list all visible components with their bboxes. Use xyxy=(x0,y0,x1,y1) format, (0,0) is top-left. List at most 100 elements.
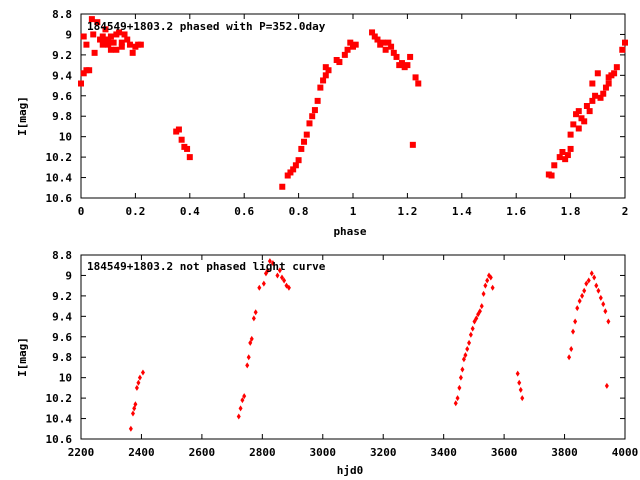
phased-data-point xyxy=(589,80,596,87)
phased-y-tick-label: 10.6 xyxy=(46,192,73,205)
phased-axis-ticks: 0 0.2 0.4 0.6 0.8 1 1.2 1.4 1.6 1.8 2 8.8 9 9.2 9.4 9.6… xyxy=(46,8,629,218)
unphased-data-point xyxy=(140,369,145,376)
unphased-x-tick-label: 2200 xyxy=(68,446,95,459)
unphased-data-point xyxy=(601,301,606,308)
unphased-data-point xyxy=(251,315,256,322)
phased-data-point xyxy=(412,74,419,81)
unphased-data-point xyxy=(267,258,272,265)
phased-x-tick-label: 1.8 xyxy=(561,205,581,218)
phased-data-point xyxy=(137,41,144,48)
phased-data-point xyxy=(352,41,359,48)
phased-data-point xyxy=(600,90,607,97)
phased-data-point xyxy=(619,46,626,53)
unphased-data-point xyxy=(279,274,284,281)
phased-data-point xyxy=(303,131,310,138)
unphased-data-point xyxy=(490,284,495,291)
phased-data-point xyxy=(178,136,185,143)
unphased-data-point xyxy=(575,305,580,312)
phased-data-point xyxy=(118,43,125,50)
unphased-data-point xyxy=(270,260,275,267)
unphased-data-point xyxy=(569,346,574,353)
phased-x-tick-label: 1.6 xyxy=(506,205,526,218)
unphased-y-tick-label: 10 xyxy=(59,372,72,385)
phased-data-point xyxy=(562,156,569,163)
unphased-data-point xyxy=(567,354,572,361)
phased-data-point xyxy=(404,62,411,69)
unphased-data-point xyxy=(458,374,463,381)
unphased-x-tick-label: 3000 xyxy=(310,446,337,459)
phased-data-points xyxy=(78,16,628,190)
phased-data-point xyxy=(341,51,348,58)
unphased-x-tick-label: 4000 xyxy=(612,446,639,459)
phased-data-point xyxy=(605,80,612,87)
phased-data-point xyxy=(578,115,585,122)
unphased-data-point xyxy=(571,328,576,335)
phased-light-curve-panel: 0 0.2 0.4 0.6 0.8 1 1.2 1.4 1.6 1.8 2 8.8 9 9.2 9.4 9.6… xyxy=(16,8,628,238)
unphased-data-point xyxy=(477,308,482,315)
phased-y-tick-label: 9 xyxy=(65,28,72,41)
phased-data-point xyxy=(184,145,191,152)
phased-chart-title: 184549+1803.2 phased with P=352.0day xyxy=(87,20,326,33)
phased-data-point xyxy=(602,84,609,91)
phased-data-point xyxy=(385,39,392,46)
unphased-data-point xyxy=(238,405,243,412)
phased-data-point xyxy=(379,39,386,46)
unphased-x-axis-label: hjd0 xyxy=(337,464,364,477)
phased-data-point xyxy=(124,36,131,43)
unphased-data-point xyxy=(455,395,460,402)
unphased-data-point xyxy=(596,287,601,294)
phased-data-point xyxy=(107,46,114,53)
phased-data-point xyxy=(295,157,302,164)
phased-data-point xyxy=(597,94,604,101)
phased-data-point xyxy=(290,166,297,173)
unphased-data-point xyxy=(286,284,291,291)
unphased-data-point xyxy=(134,384,139,391)
phased-x-tick-label: 0.6 xyxy=(234,205,254,218)
phased-data-point xyxy=(118,39,125,46)
phased-data-point xyxy=(292,162,299,169)
phased-data-point xyxy=(99,41,106,48)
unphased-data-point xyxy=(594,282,599,289)
phased-data-point xyxy=(301,138,308,145)
unphased-x-tick-label: 3800 xyxy=(551,446,578,459)
phased-data-point xyxy=(80,70,87,77)
phased-data-point xyxy=(548,172,555,179)
phased-data-point xyxy=(94,19,101,26)
unphased-data-point xyxy=(606,318,611,325)
unphased-light-curve-panel: 2200 2400 2600 2800 3000 3200 3400 3600 3800 4000… xyxy=(16,249,638,477)
unphased-y-tick-label: 10.6 xyxy=(46,433,73,446)
phased-data-point xyxy=(88,16,95,23)
unphased-data-point xyxy=(130,410,135,417)
phased-data-point xyxy=(284,172,291,179)
phased-data-point xyxy=(567,145,574,152)
phased-data-point xyxy=(126,41,133,48)
unphased-data-point xyxy=(515,370,520,377)
phased-x-tick-label: 1 xyxy=(350,205,357,218)
phased-data-point xyxy=(390,49,397,56)
unphased-x-tick-label: 2400 xyxy=(128,446,155,459)
phased-data-point xyxy=(91,49,98,56)
phased-y-tick-label: 10 xyxy=(59,131,72,144)
phased-y-tick-label: 9.2 xyxy=(52,49,72,62)
unphased-data-point xyxy=(589,270,594,277)
unphased-data-point xyxy=(592,274,597,281)
unphased-data-point xyxy=(245,362,250,369)
unphased-y-tick-label: 9.8 xyxy=(52,351,72,364)
unphased-data-point xyxy=(246,354,251,361)
unphased-data-point xyxy=(457,384,462,391)
unphased-data-point xyxy=(580,292,585,299)
unphased-data-point xyxy=(137,374,142,381)
phased-x-tick-label: 1.2 xyxy=(397,205,417,218)
phased-y-tick-label: 8.8 xyxy=(52,8,72,21)
phased-data-point xyxy=(83,41,90,48)
phased-x-tick-label: 2 xyxy=(622,205,629,218)
unphased-data-point xyxy=(282,277,287,284)
phased-data-point xyxy=(371,33,378,40)
unphased-data-point xyxy=(463,352,468,359)
unphased-data-point xyxy=(584,280,589,287)
phased-data-point xyxy=(86,67,93,74)
phased-data-point xyxy=(556,154,563,161)
unphased-data-point xyxy=(465,346,470,353)
phased-y-tick-label: 9.8 xyxy=(52,110,72,123)
